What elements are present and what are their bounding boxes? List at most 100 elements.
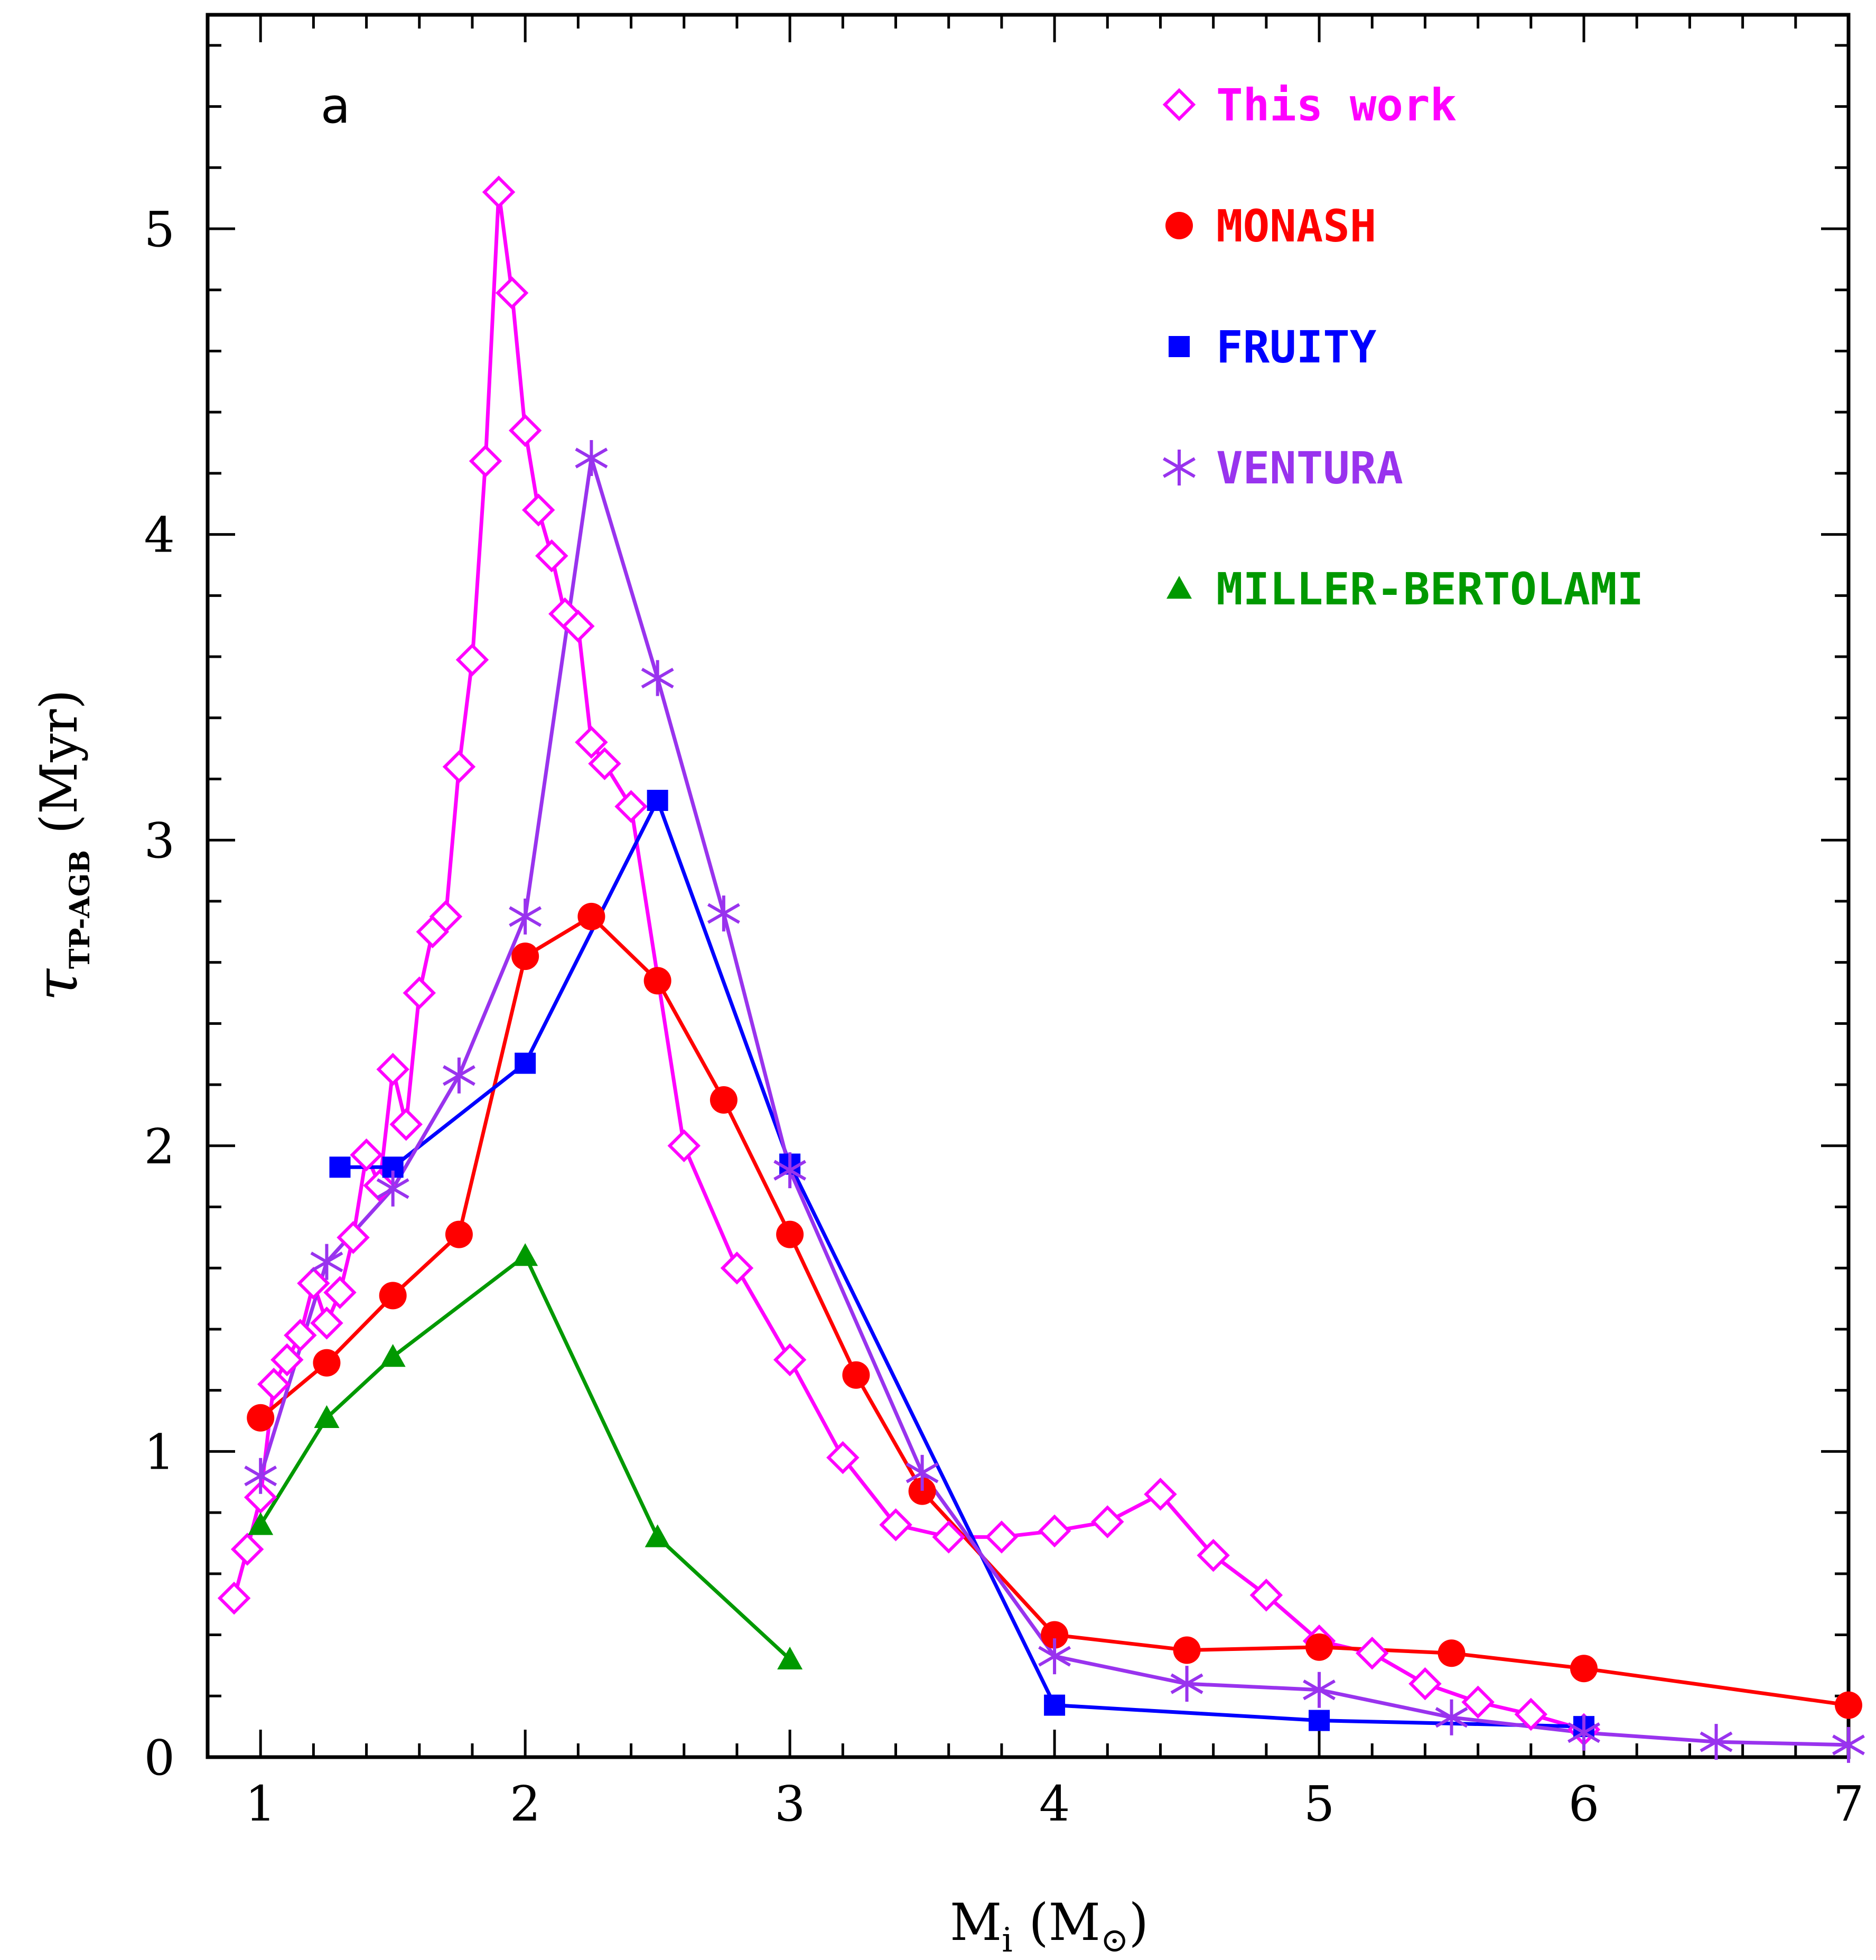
ventura-point	[1435, 1699, 1468, 1735]
this-work-point	[508, 414, 542, 447]
this-work-point	[495, 276, 529, 310]
this-work-point	[337, 1221, 370, 1254]
this-work-point	[932, 1520, 965, 1554]
this-work-point	[469, 444, 502, 478]
ventura-point	[1567, 1714, 1600, 1751]
ventura-point	[773, 1152, 807, 1189]
this-work-point	[1356, 1637, 1389, 1670]
x-tick-label: 2	[510, 1776, 541, 1832]
monash-point	[842, 1361, 870, 1389]
this-work-point	[403, 976, 436, 1010]
this-work-point	[244, 1480, 277, 1514]
ventura-point	[310, 1244, 343, 1280]
monash-point	[511, 942, 539, 970]
this-work-point	[442, 750, 476, 783]
monash-legend-label: MONASH	[1216, 200, 1376, 252]
this-work-point	[1091, 1505, 1124, 1538]
this-work-point	[1197, 1538, 1230, 1572]
this-work-point	[376, 1052, 409, 1086]
ventura-point	[1170, 1666, 1203, 1702]
monash-point	[1041, 1621, 1069, 1649]
this-work-point	[350, 1138, 383, 1172]
this-work-point	[323, 1276, 357, 1309]
monash-point	[908, 1477, 936, 1505]
fruity-point	[1309, 1710, 1330, 1731]
monash-point	[1305, 1633, 1333, 1661]
y-tick-label: 5	[144, 201, 175, 258]
ventura-point	[376, 1170, 409, 1207]
plot-frame	[206, 13, 1851, 1759]
miller-bertolami-point	[777, 1646, 803, 1670]
fruity-legend-marker	[1169, 336, 1190, 357]
x-tick-label: 3	[774, 1776, 806, 1832]
monash-point	[313, 1349, 341, 1377]
ventura-point	[707, 895, 740, 932]
this-work-point	[310, 1306, 343, 1340]
this-work-point	[667, 1129, 701, 1163]
ventura-legend-marker	[1163, 450, 1196, 486]
this-work-point	[575, 725, 608, 759]
this-work-point	[826, 1441, 860, 1474]
miller-bertolami-legend-marker	[1166, 576, 1192, 599]
this-work-point	[1038, 1514, 1071, 1548]
ventura-point	[442, 1057, 475, 1094]
ventura-point	[1038, 1638, 1071, 1675]
this-work-point	[482, 175, 516, 209]
monash-point	[445, 1220, 473, 1248]
miller-bertolami-point	[380, 1344, 406, 1367]
monash-point	[1835, 1691, 1862, 1719]
this-work-point	[257, 1367, 291, 1401]
this-work-point	[879, 1508, 912, 1542]
this-work-point	[217, 1581, 251, 1615]
this-work-point	[297, 1266, 330, 1300]
this-work-point	[1144, 1478, 1177, 1511]
this-work-point	[284, 1319, 317, 1352]
ventura-point	[906, 1454, 939, 1491]
this-work-point	[521, 493, 555, 527]
miller-bertolami-legend-label: MILLER-BERTOLAMI	[1216, 563, 1644, 615]
x-tick-label: 1	[245, 1776, 276, 1832]
this-work-point	[1408, 1667, 1442, 1701]
labels-group: 1 2 3 4 5 6 7 0 1 2 3 4 5 Mi (M⊙) τTP-AGB (Myr) a	[23, 78, 1864, 1960]
this-work-point	[1461, 1685, 1495, 1719]
this-work-point	[1249, 1579, 1283, 1612]
monash-point	[247, 1404, 275, 1432]
fruity-point	[329, 1156, 351, 1178]
ventura-point	[641, 660, 674, 696]
this-work-point	[614, 790, 648, 823]
x-axis-title: Mi (M⊙)	[950, 1893, 1149, 1960]
this-work-point	[535, 539, 568, 573]
this-work-point	[270, 1343, 304, 1377]
this-work-point	[455, 643, 489, 677]
this-work-line	[232, 190, 1584, 1732]
fruity-legend-label: FRUITY	[1216, 321, 1377, 373]
panel-label: a	[321, 78, 350, 134]
y-tick-label: 2	[144, 1118, 175, 1175]
x-tick-label: 6	[1569, 1776, 1600, 1832]
fruity-point	[647, 789, 668, 811]
y-tick-label: 4	[144, 507, 175, 564]
series-group	[217, 175, 1865, 1763]
fruity-point	[1044, 1694, 1066, 1716]
ventura-line	[258, 456, 1849, 1747]
this-work-legend-marker	[1162, 88, 1196, 122]
miller-bertolami-point	[645, 1524, 670, 1547]
y-tick-label: 3	[144, 813, 175, 869]
this-work-point	[773, 1343, 807, 1377]
monash-point	[710, 1086, 738, 1114]
this-work-point	[588, 747, 621, 780]
axes-frame-group	[206, 13, 1851, 1759]
monash-legend-marker	[1165, 212, 1193, 239]
monash-point	[1438, 1639, 1466, 1667]
ventura-point	[1303, 1672, 1336, 1708]
y-tick-label: 1	[144, 1424, 175, 1480]
this-work-point	[720, 1252, 754, 1285]
monash-point	[776, 1220, 804, 1248]
monash-line	[259, 914, 1849, 1707]
monash-point	[643, 967, 671, 995]
monash-point	[379, 1282, 407, 1310]
this-work-point	[1514, 1697, 1548, 1731]
ventura-point	[1700, 1724, 1733, 1760]
ventura-point	[575, 440, 608, 476]
